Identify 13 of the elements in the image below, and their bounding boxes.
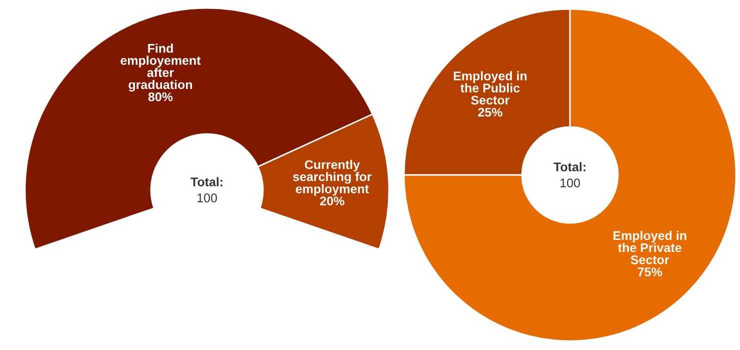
data-label: 75% [638,268,662,276]
slice-label: Find employement after graduation [120,44,201,92]
text: Total: [554,162,586,172]
text: 100 [198,194,217,202]
data-label: 80% [148,92,173,102]
data-label: 25% [478,108,502,117]
slice-label: Employed in the Private Sector [614,230,686,264]
text: Total: [190,177,222,186]
data-label: 20% [320,196,344,206]
slice-label: Currently searching for employment [293,160,372,196]
donut-slice [403,8,737,342]
slice-label: Employed in the Public Sector [454,71,527,105]
text: 100 [560,178,580,188]
